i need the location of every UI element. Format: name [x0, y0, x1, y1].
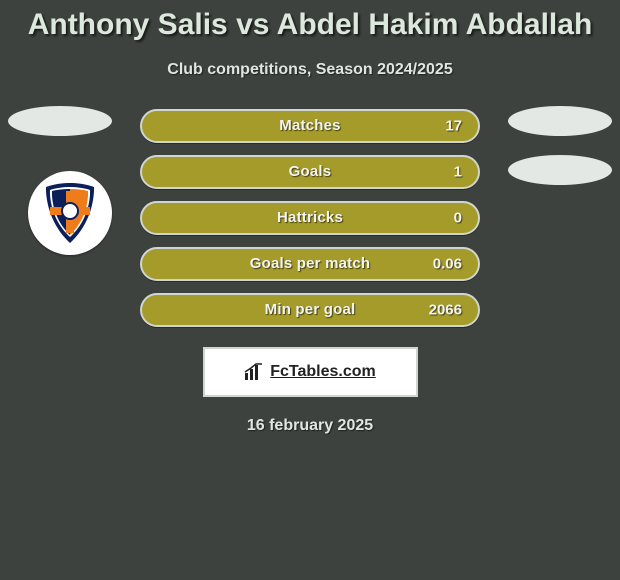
decor-ellipse-left [8, 106, 112, 136]
stat-row: Min per goal 2066 [140, 293, 480, 327]
stat-row: Goals per match 0.06 [140, 247, 480, 281]
stat-value: 0.06 [433, 255, 462, 272]
decor-ellipse-right-1 [508, 106, 612, 136]
shield-icon [36, 179, 104, 247]
stat-label: Min per goal [265, 301, 356, 318]
team-logo [28, 171, 112, 255]
branding-link[interactable]: FcTables.com [203, 347, 418, 397]
stat-area: Matches 17 Goals 1 Hattricks 0 Goals per… [0, 109, 620, 327]
stat-value: 17 [445, 117, 462, 134]
stat-value: 1 [454, 163, 462, 180]
stat-value: 0 [454, 209, 462, 226]
branding-text: FcTables.com [270, 363, 376, 381]
bar-chart-icon [244, 363, 264, 381]
page-title: Anthony Salis vs Abdel Hakim Abdallah [0, 8, 620, 43]
stat-label: Goals [289, 163, 332, 180]
stat-row: Goals 1 [140, 155, 480, 189]
decor-ellipse-right-2 [508, 155, 612, 185]
stat-label: Hattricks [277, 209, 343, 226]
stat-value: 2066 [429, 301, 462, 318]
stat-row: Hattricks 0 [140, 201, 480, 235]
page-subtitle: Club competitions, Season 2024/2025 [0, 61, 620, 79]
date-text: 16 february 2025 [0, 417, 620, 435]
stat-label: Matches [279, 117, 340, 134]
comparison-card: Anthony Salis vs Abdel Hakim Abdallah Cl… [0, 0, 620, 435]
stat-row: Matches 17 [140, 109, 480, 143]
stat-rows: Matches 17 Goals 1 Hattricks 0 Goals per… [140, 109, 480, 327]
stat-label: Goals per match [250, 255, 371, 272]
